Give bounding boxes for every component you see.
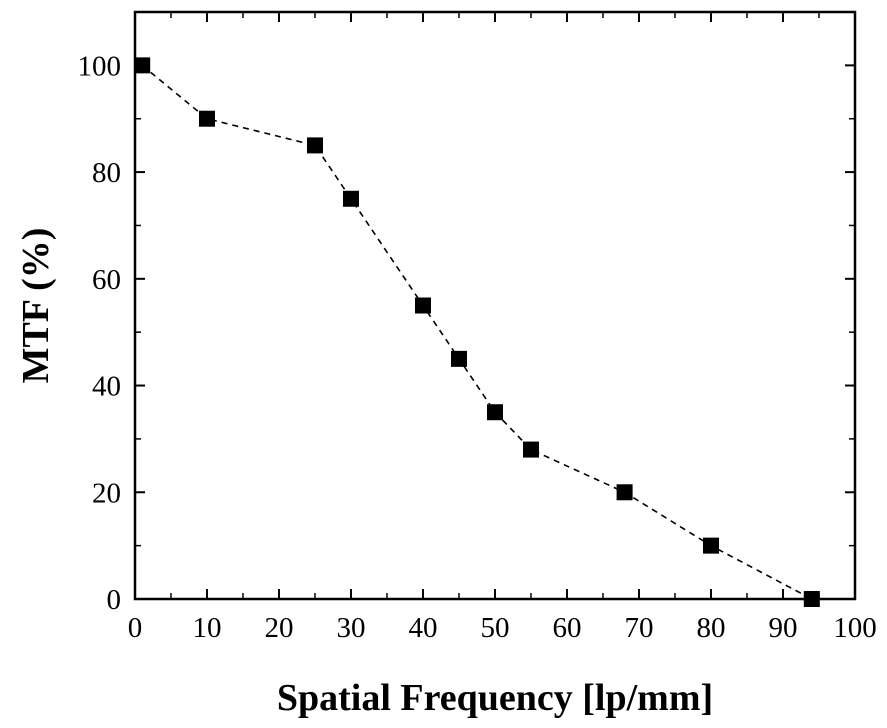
- data-point: [415, 297, 431, 314]
- data-point: [703, 537, 719, 554]
- x-tick-label: 100: [833, 612, 877, 644]
- data-point: [451, 350, 467, 367]
- data-point: [487, 404, 503, 421]
- x-tick-label: 70: [625, 612, 654, 644]
- data-point: [803, 591, 820, 607]
- x-axis-title: Spatial Frequency [lp/mm]: [277, 677, 713, 719]
- plot-area-frame: [133, 10, 857, 601]
- x-tick-label: 40: [409, 612, 438, 644]
- x-tick-label: 0: [128, 612, 143, 644]
- data-point: [134, 57, 151, 74]
- x-tick-label: 50: [481, 612, 510, 644]
- x-tick-label: 30: [337, 612, 366, 644]
- minor-ticks: [135, 12, 855, 599]
- series-points-group: [134, 57, 820, 607]
- y-tick-label: 60: [92, 264, 121, 296]
- x-tick-label: 80: [697, 612, 726, 644]
- data-point: [199, 110, 215, 127]
- y-tick-label: 80: [92, 157, 121, 189]
- x-tick-labels: 0 10 20 30 40 50 60 70 80 90 100: [128, 612, 877, 644]
- y-axis-title: MTF (%): [15, 228, 57, 384]
- data-point: [523, 441, 539, 458]
- y-tick-label: 40: [92, 371, 121, 403]
- x-tick-label: 90: [769, 612, 798, 644]
- y-tick-labels: 0 20 40 60 80 100: [78, 50, 122, 616]
- series-line-group: [141, 64, 813, 600]
- y-tick-label: 100: [78, 50, 122, 82]
- data-point: [307, 137, 323, 154]
- x-tick-label: 10: [193, 612, 222, 644]
- x-tick-label: 20: [265, 612, 294, 644]
- major-ticks: [134, 12, 856, 600]
- data-point: [616, 484, 633, 501]
- x-tick-label: 60: [553, 612, 582, 644]
- data-point: [343, 190, 359, 207]
- series-dashed-line: [141, 64, 813, 600]
- y-tick-label: 20: [92, 477, 121, 509]
- y-tick-label: 0: [107, 584, 122, 616]
